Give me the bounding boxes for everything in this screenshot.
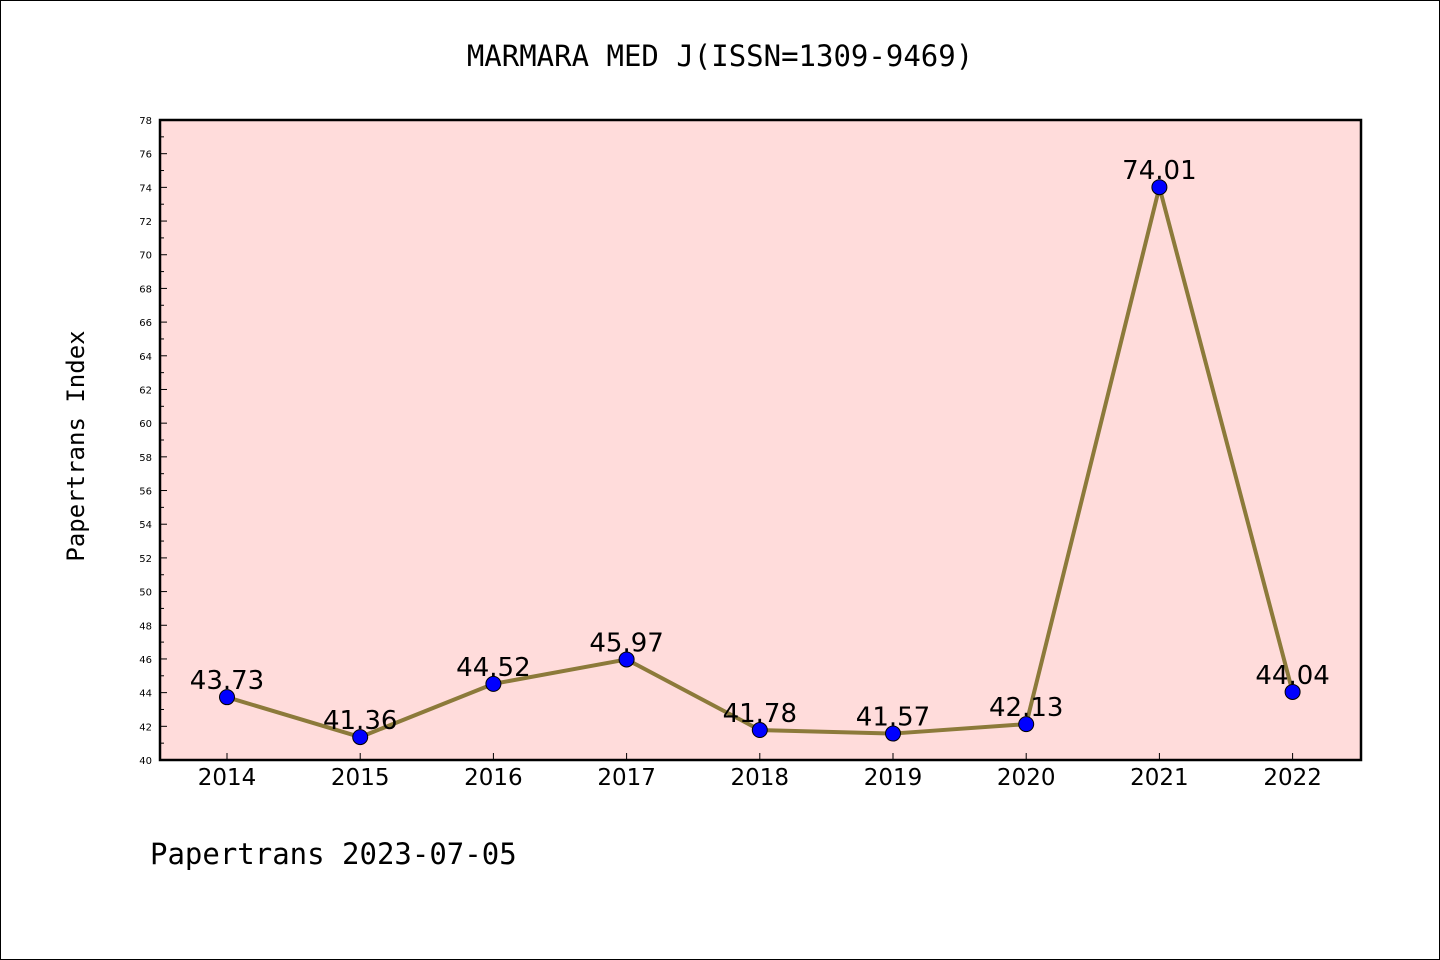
y-tick-label: 42 xyxy=(139,722,152,733)
y-tick-label: 72 xyxy=(139,217,152,228)
y-tick-label: 62 xyxy=(139,385,152,396)
data-label: 42.13 xyxy=(989,693,1063,723)
data-label: 44.52 xyxy=(456,653,530,683)
data-point xyxy=(1018,716,1035,733)
x-tick-label: 2020 xyxy=(997,765,1056,791)
x-tick-label: 2018 xyxy=(731,765,790,791)
y-tick-label: 48 xyxy=(139,621,152,632)
footer-text: Papertrans 2023-07-05 xyxy=(150,837,517,871)
data-point xyxy=(618,651,635,668)
y-tick-label: 46 xyxy=(139,655,152,666)
plot-area xyxy=(158,118,1363,762)
y-tick-label: 64 xyxy=(139,352,152,363)
data-points xyxy=(219,179,1301,746)
y-tick-label: 56 xyxy=(139,487,152,498)
y-tick-label: 58 xyxy=(139,453,152,464)
y-tick-label: 68 xyxy=(139,284,152,295)
data-label: 41.57 xyxy=(856,703,930,733)
x-axis-ticks: 2014 2015 2016 2017 2018 2019 2020 2021 2022 xyxy=(198,753,1322,791)
data-point xyxy=(885,725,901,742)
data-point xyxy=(485,675,502,692)
data-point xyxy=(751,722,768,739)
y-tick-label: 66 xyxy=(139,318,152,329)
y-tick-label: 40 xyxy=(139,756,152,767)
x-tick-label: 2016 xyxy=(464,765,523,791)
data-label: 44.04 xyxy=(1255,661,1329,691)
data-point xyxy=(352,729,369,746)
x-tick-label: 2014 xyxy=(198,765,257,791)
y-tick-label: 50 xyxy=(139,588,152,599)
y-tick-label: 74 xyxy=(139,183,152,194)
y-tick-label: 54 xyxy=(139,520,152,531)
data-label: 45.97 xyxy=(589,628,663,658)
x-tick-label: 2021 xyxy=(1130,765,1189,791)
data-label: 43.73 xyxy=(190,666,264,696)
x-tick-label: 2022 xyxy=(1263,765,1322,791)
y-axis-ticks: 40 42 44 46 48 50 52 54 56 58 60 62 64 66 68 70 72 74 76 78 xyxy=(139,116,167,767)
y-tick-label: 44 xyxy=(139,689,152,700)
y-axis-label: Papertrans Index xyxy=(62,330,90,561)
data-label: 41.36 xyxy=(323,706,397,736)
x-tick-label: 2015 xyxy=(331,765,390,791)
chart-title: MARMARA MED J(ISSN=1309-9469) xyxy=(467,39,973,73)
y-tick-label: 70 xyxy=(139,251,152,262)
data-point xyxy=(219,689,235,706)
data-label: 41.78 xyxy=(723,699,797,729)
data-labels: 43.73 41.36 44.52 45.97 41.78 41.57 42.13 74.01… xyxy=(190,156,1330,736)
x-tick-label: 2019 xyxy=(864,765,923,791)
data-label: 74.01 xyxy=(1122,156,1196,186)
data-point xyxy=(1151,179,1168,196)
x-tick-label: 2017 xyxy=(597,765,656,791)
y-tick-label: 76 xyxy=(139,150,152,161)
y-tick-label: 52 xyxy=(139,554,152,565)
data-point xyxy=(1284,683,1301,700)
y-tick-label: 60 xyxy=(139,419,152,430)
y-tick-label: 78 xyxy=(139,116,152,127)
